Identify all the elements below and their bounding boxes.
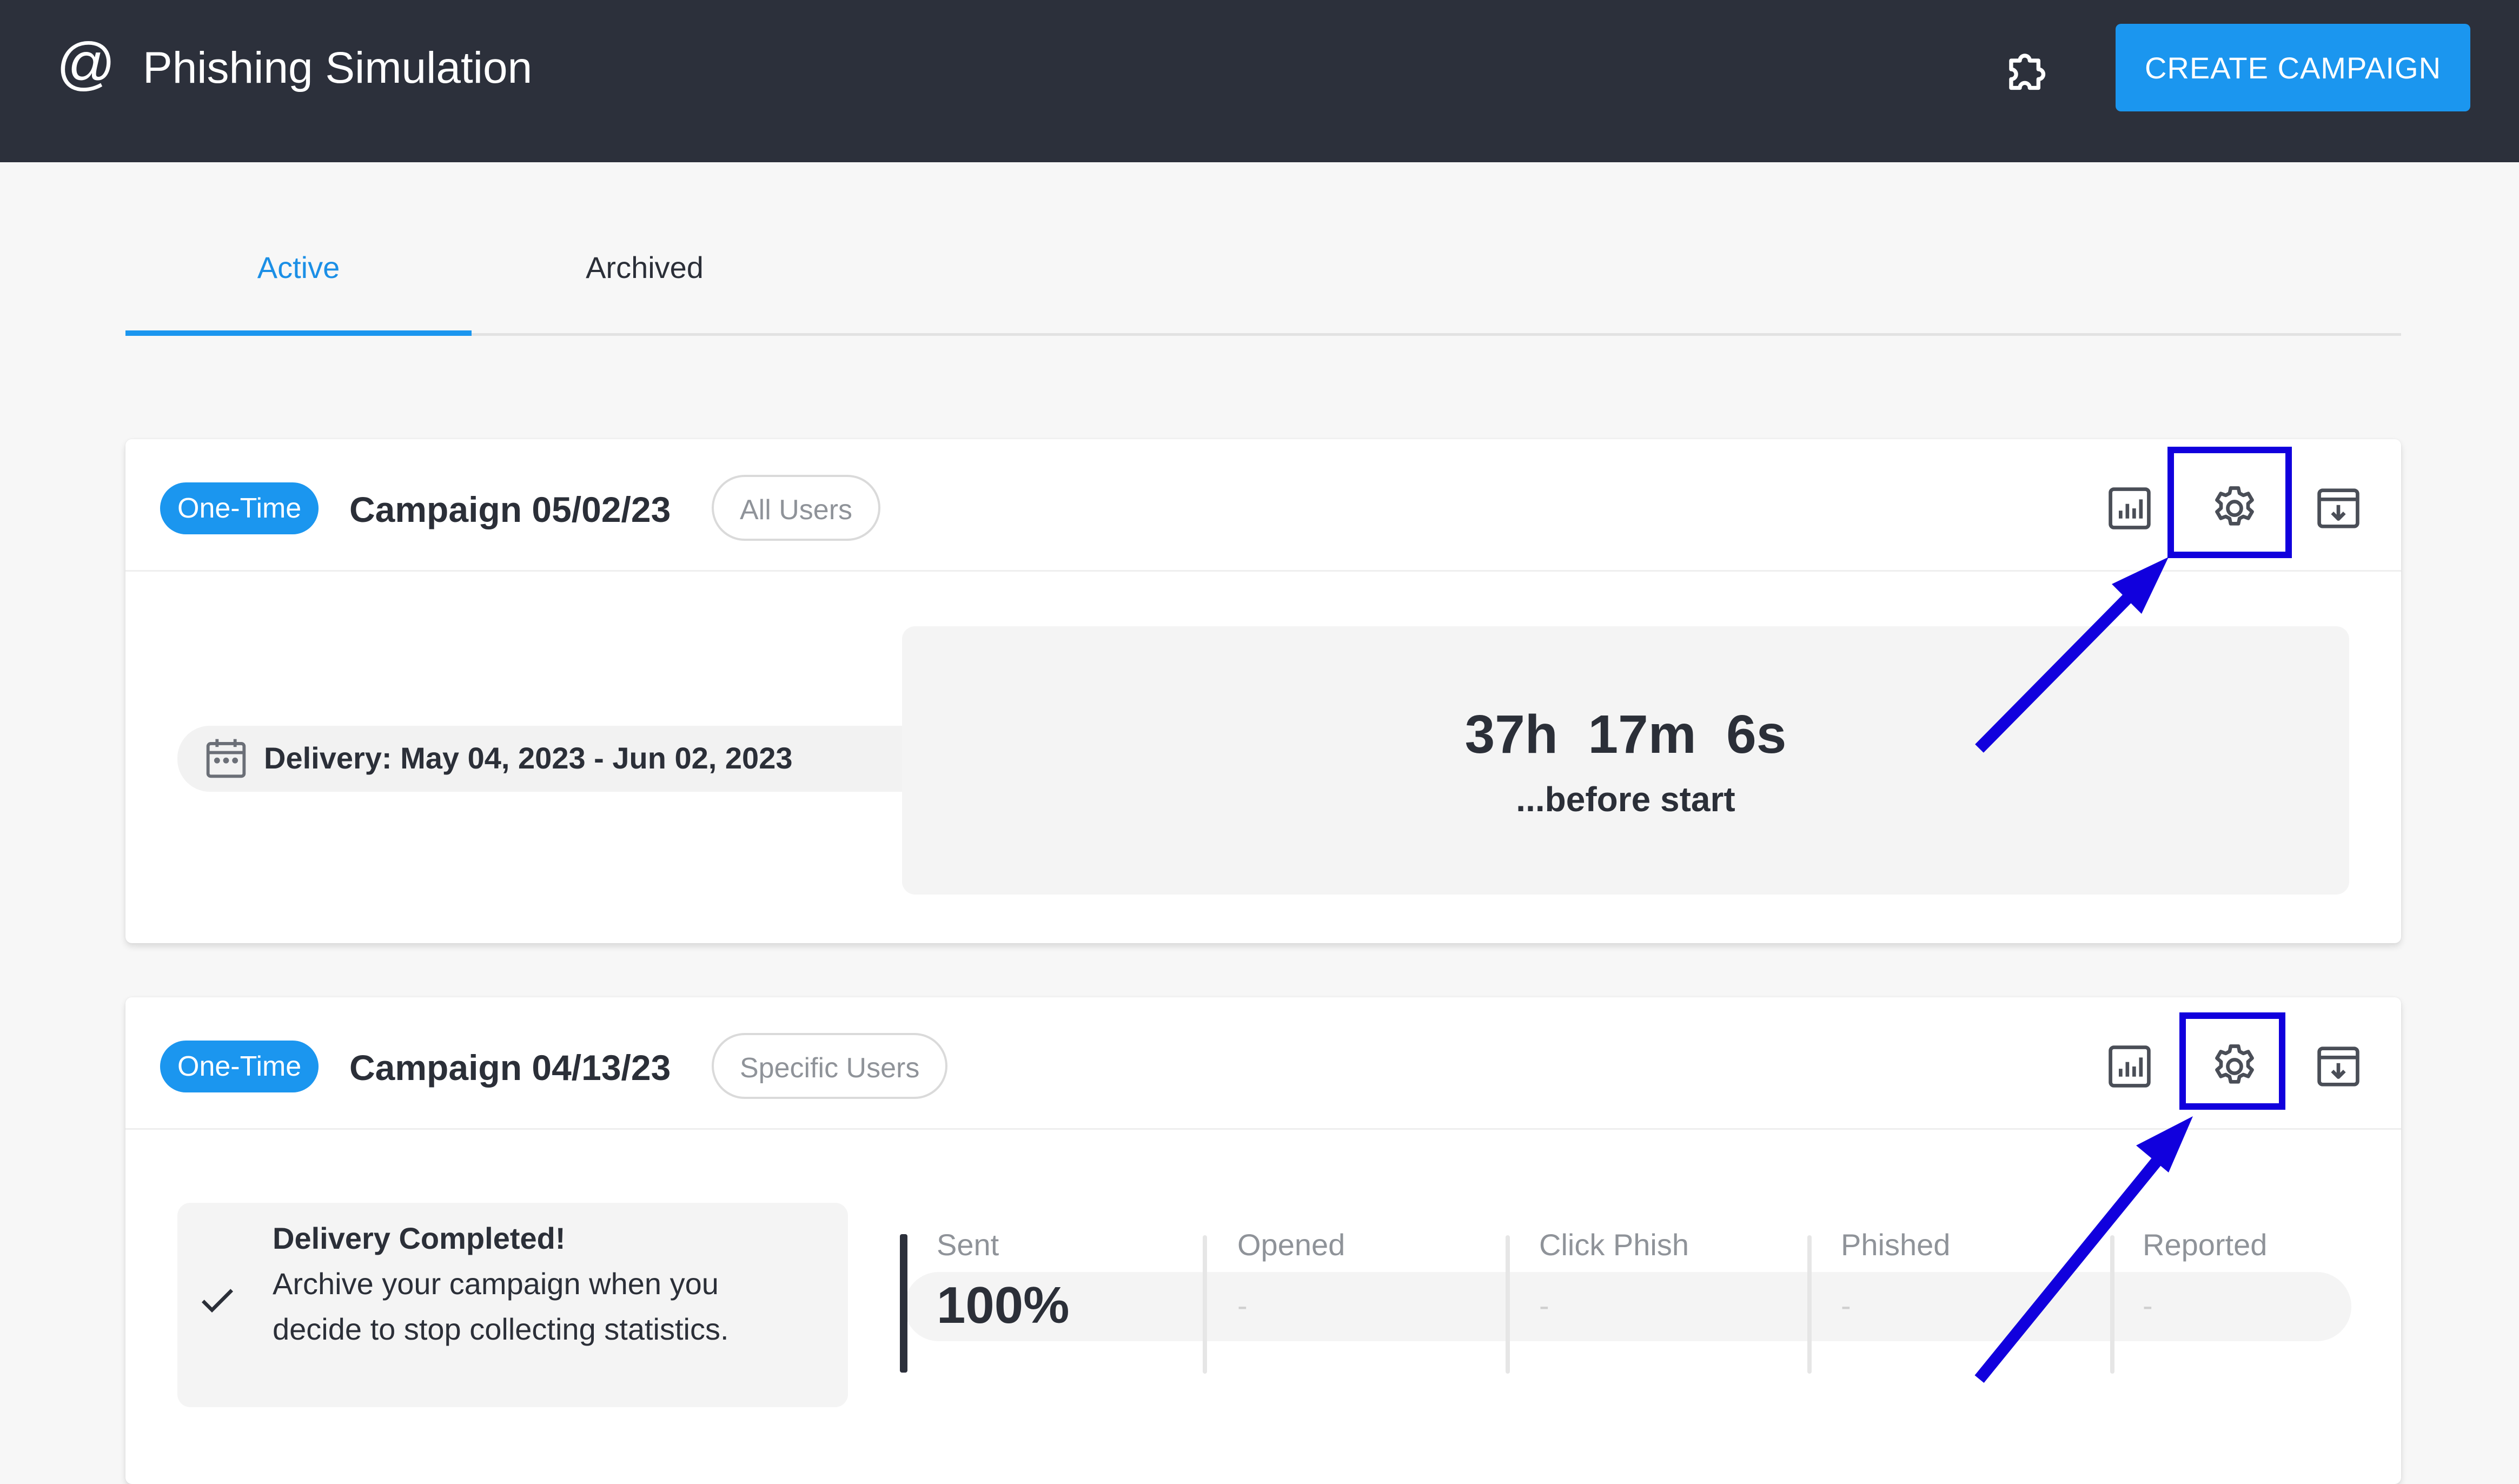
stat-label: Click Phish: [1539, 1228, 1689, 1262]
campaign-title: Campaign 05/02/23: [349, 489, 671, 529]
stat-value: -: [1539, 1288, 1549, 1322]
stat-label: Opened: [1237, 1228, 1345, 1262]
stat-value: -: [1841, 1288, 1851, 1322]
statistics-icon[interactable]: [2103, 481, 2157, 535]
tab-archived[interactable]: Archived: [586, 250, 704, 284]
countdown-panel: [902, 626, 2349, 895]
stat-value: -: [2143, 1288, 2153, 1322]
stat-label: Phished: [1841, 1228, 1951, 1262]
stat-divider: [900, 1234, 907, 1373]
audience-badge: Specific Users: [712, 1033, 948, 1099]
stat-divider: [1506, 1235, 1510, 1374]
delivery-completed-description: Archive your campaign when you decide to…: [273, 1267, 729, 1346]
campaign-card: One-Time Campaign 04/13/23 Specific User…: [125, 997, 2401, 1484]
stat-divider: [2110, 1235, 2114, 1374]
campaign-card: One-Time Campaign 05/02/23 All Users: [125, 439, 2401, 943]
statistics-icon[interactable]: [2103, 1039, 2157, 1094]
create-campaign-button[interactable]: CREATE CAMPAIGN: [2116, 24, 2470, 111]
countdown-timer: 37h 17m 6s: [1464, 704, 1787, 765]
delivery-dates: Delivery: May 04, 2023 - Jun 02, 2023: [264, 741, 793, 775]
campaign-type-badge: One-Time: [160, 482, 319, 534]
checkmark-icon: [196, 1278, 239, 1322]
active-tab-indicator: [125, 330, 472, 336]
countdown-caption: ...before start: [1516, 780, 1735, 819]
puzzle-icon[interactable]: [1999, 43, 2058, 103]
audience-badge: All Users: [712, 475, 881, 541]
top-bar: [0, 0, 2519, 162]
settings-highlight-box: [2167, 447, 2292, 558]
delivery-completed-title: Delivery Completed!: [273, 1221, 566, 1255]
annotation-arrow: [1974, 1116, 2193, 1383]
stat-label: Sent: [937, 1228, 999, 1262]
at-sign-icon: @: [56, 30, 116, 96]
card-divider: [125, 1128, 2401, 1130]
calendar-icon: [199, 731, 253, 785]
tab-active[interactable]: Active: [257, 250, 340, 284]
app-title: Phishing Simulation: [143, 43, 533, 92]
archive-icon[interactable]: [2311, 481, 2365, 535]
stat-label: Reported: [2143, 1228, 2268, 1262]
stat-value: -: [1237, 1288, 1248, 1322]
settings-highlight-box: [2179, 1012, 2285, 1110]
settings-gear-icon[interactable]: [2208, 1039, 2262, 1094]
settings-gear-icon[interactable]: [2208, 481, 2262, 535]
campaign-title: Campaign 04/13/23: [349, 1048, 671, 1088]
tab-divider: [125, 333, 2401, 336]
stat-divider: [1203, 1235, 1207, 1374]
annotation-arrow: [1975, 557, 2169, 753]
delivery-completed-panel: [177, 1203, 848, 1407]
card-divider: [125, 570, 2401, 572]
stat-divider: [1807, 1235, 1812, 1374]
archive-icon[interactable]: [2311, 1039, 2365, 1094]
stat-value: 100%: [937, 1276, 1070, 1334]
campaign-type-badge: One-Time: [160, 1041, 319, 1092]
